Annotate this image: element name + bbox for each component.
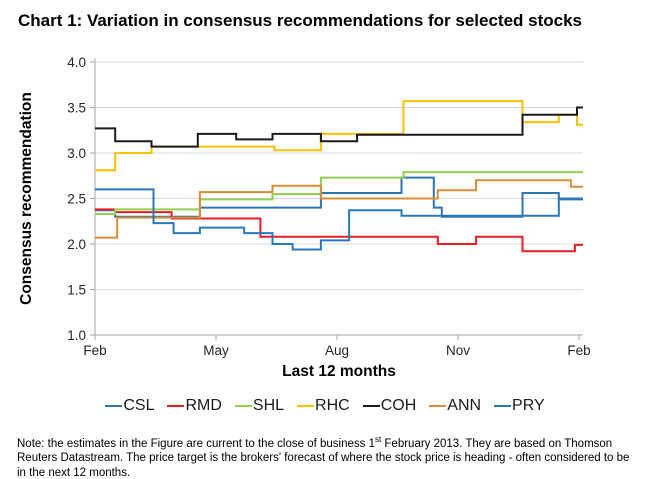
x-tick-label: Nov (446, 343, 470, 358)
legend-dash-icon (429, 404, 447, 408)
chart-title: Chart 1: Variation in consensus recommen… (18, 11, 583, 30)
legend-dash-icon (362, 404, 380, 408)
legend-item-PRY: PRY (494, 397, 545, 415)
chart-legend: CSL RMD SHL RHC COH ANN PRY (0, 394, 650, 418)
legend-label: RMD (185, 397, 222, 414)
legend-dash-icon (105, 404, 123, 408)
legend-item-RHC: RHC (297, 397, 350, 415)
legend-item-COH: COH (362, 397, 417, 415)
x-tick-label: Aug (325, 343, 349, 358)
legend-item-RMD: RMD (167, 397, 222, 415)
series-line-RMD (95, 208, 583, 253)
y-tick-label: 1.5 (67, 283, 86, 298)
y-axis-title: Consensus recommendation (18, 92, 35, 305)
footnote-text-post: February 2013. They are based on Thomson… (17, 437, 630, 479)
y-tick-label: 3.0 (67, 146, 86, 161)
legend-item-SHL: SHL (234, 397, 285, 415)
x-tick-label: Feb (567, 343, 590, 358)
footnote-text-pre: Note: the estimates in the Figure are cu… (17, 437, 375, 450)
legend-item-ANN: ANN (429, 397, 481, 415)
legend-dash-icon (494, 404, 512, 408)
legend-dash-icon (167, 404, 185, 408)
y-tick-label: 4.0 (67, 55, 86, 70)
footnote: Note: the estimates in the Figure are cu… (17, 435, 635, 479)
legend-label: SHL (252, 397, 285, 414)
y-tick-label: 1.0 (67, 328, 86, 343)
series-line-SHL (95, 171, 583, 215)
y-tick-label: 2.0 (67, 237, 86, 252)
x-tick-label: Feb (83, 343, 106, 358)
y-tick-label: 2.5 (67, 192, 86, 207)
x-tick-label: May (203, 343, 229, 358)
legend-label: PRY (512, 397, 545, 414)
footnote-superscript: st (374, 435, 382, 444)
series-line-COH (95, 106, 583, 148)
y-tick-label: 3.5 (67, 101, 86, 116)
legend-label: COH (380, 397, 417, 414)
legend-label: RHC (315, 397, 350, 414)
x-axis-title: Last 12 months (282, 363, 396, 380)
legend-dash-icon (234, 404, 252, 408)
series-line-PRY (95, 188, 583, 251)
legend-item-CSL: CSL (105, 397, 154, 415)
legend-dash-icon (297, 404, 315, 408)
legend-label: CSL (123, 397, 155, 414)
legend-label: ANN (447, 397, 482, 414)
series-line-ANN (95, 179, 583, 239)
series-line-CSL (95, 176, 583, 218)
